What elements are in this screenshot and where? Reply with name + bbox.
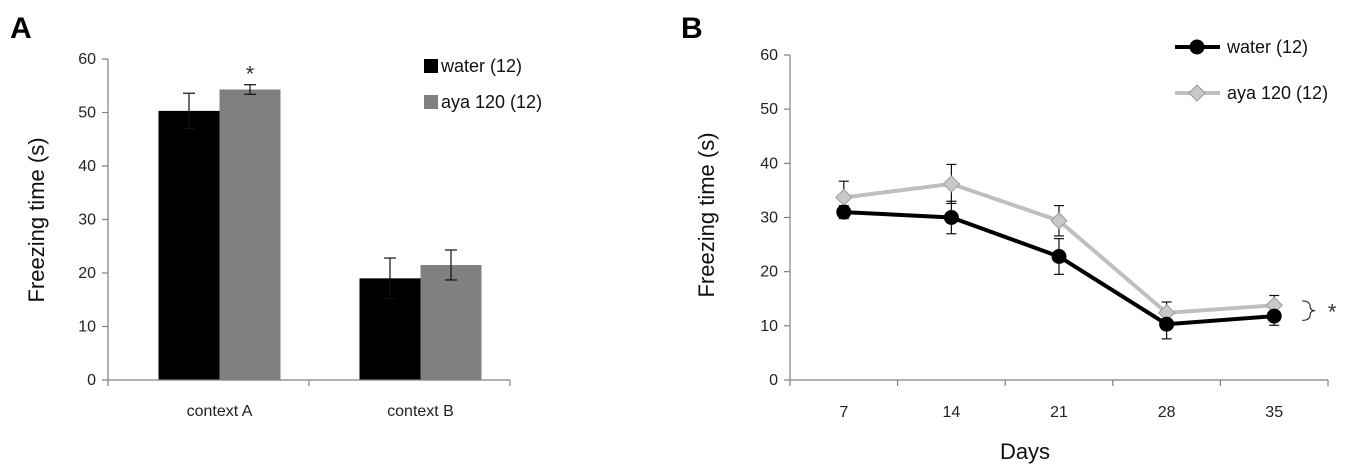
legend-marker-diamond (1188, 84, 1206, 102)
x-tick-label-b: 28 (1158, 404, 1176, 421)
significance-bracket (1302, 300, 1316, 322)
data-point-circle (1159, 316, 1175, 332)
legend-a: water (12) aya 120 (12) (424, 56, 542, 112)
bar (219, 89, 281, 381)
y-tick-label-a: 40 (78, 158, 96, 175)
bar (158, 110, 220, 381)
y-tick-label-a: 30 (78, 212, 96, 229)
data-point-diamond (835, 188, 853, 207)
bar-chart-panel-a: Freezing time (s) 0 10 20 30 40 50 60 context … (24, 51, 542, 420)
legend-swatch (424, 59, 438, 73)
x-tick-label-a: context A (187, 403, 253, 420)
y-axis-title-a: Freezing time (s) (24, 137, 49, 302)
x-axis-title-b: Days (1000, 439, 1050, 464)
y-tick-label-a: 20 (78, 265, 96, 282)
annotations-b: * (1302, 300, 1337, 325)
y-tick-label-b: 10 (760, 318, 778, 335)
x-tick-label-b: 14 (943, 404, 961, 421)
y-tick-label-a: 0 (87, 372, 96, 389)
y-axis-title-b: Freezing time (s) (694, 132, 719, 297)
y-tick-label-a: 60 (78, 51, 96, 68)
legend-swatch (424, 95, 438, 109)
y-tick-label-b: 40 (760, 155, 778, 172)
data-point-circle (943, 210, 959, 225)
x-tick-label-b: 21 (1050, 404, 1068, 421)
legend-label: water (12) (440, 56, 522, 76)
legend-marker-circle (1189, 39, 1205, 55)
annotations-a: * (246, 62, 255, 87)
x-axis-a: context A context B (107, 379, 511, 420)
bars-a (158, 84, 482, 381)
line-chart-panel-b: Freezing time (s) Days 0 10 20 30 40 50 60 7 14… (694, 37, 1337, 464)
legend-label: aya 120 (12) (1227, 83, 1328, 103)
y-tick-label-a: 10 (78, 319, 96, 336)
y-axis-b: 0 10 20 30 40 50 60 (760, 47, 791, 389)
significance-marker: * (1328, 300, 1337, 325)
legend-label: water (12) (1226, 37, 1308, 57)
y-tick-label-b: 20 (760, 264, 778, 281)
y-tick-label-b: 30 (760, 210, 778, 227)
series-b (835, 163, 1283, 340)
data-point-circle (1051, 249, 1067, 264)
x-tick-label-b: 35 (1265, 404, 1283, 421)
x-tick-label-b: 7 (839, 404, 848, 421)
panel-letter-a: A (10, 12, 32, 45)
y-tick-label-b: 0 (769, 372, 778, 389)
y-tick-label-b: 60 (760, 47, 778, 64)
y-tick-label-b: 50 (760, 101, 778, 118)
bar (420, 264, 482, 380)
x-tick-label-a: context B (387, 403, 454, 420)
data-point-diamond (942, 175, 961, 193)
data-point-circle (1266, 308, 1282, 324)
legend-b: water (12) aya 120 (12) (1175, 37, 1328, 103)
y-tick-label-a: 50 (78, 105, 96, 122)
data-point-diamond (1050, 212, 1068, 230)
significance-marker: * (246, 62, 255, 87)
panel-letter-b: B (681, 12, 703, 45)
legend-label: aya 120 (12) (441, 92, 542, 112)
data-point-circle (836, 204, 852, 220)
x-axis-b: 7 14 21 28 35 (789, 379, 1329, 421)
y-axis-a: 0 10 20 30 40 50 60 (78, 51, 109, 389)
